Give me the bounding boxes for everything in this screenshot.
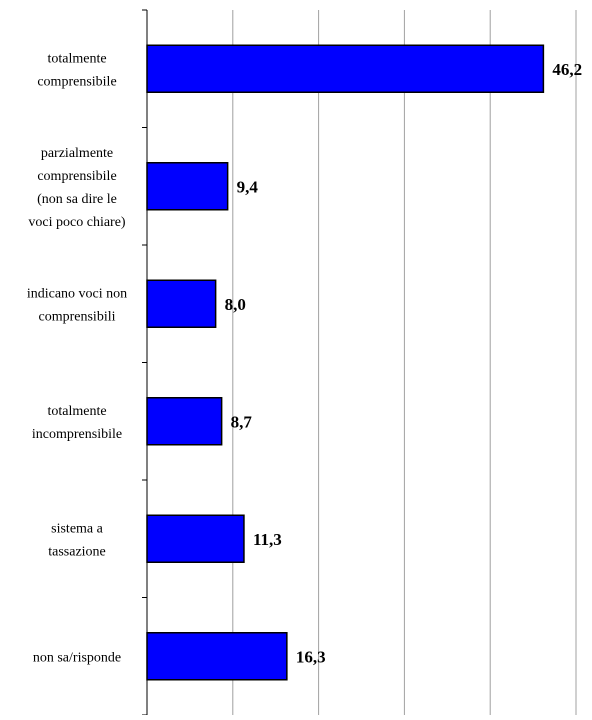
category-label-3: totalmente incomprensibile [32,404,122,442]
category-label-1-line-3: voci poco chiare) [28,215,126,230]
gridlines [232,10,577,715]
value-label-1: 9,4 [237,177,259,196]
category-label-0-line-1: comprensibile [37,74,116,89]
category-label-1-line-1: comprensibile [37,169,116,184]
bar-3 [146,397,223,446]
category-label-0-line-0: totalmente [47,51,106,66]
bar-5 [146,632,288,681]
category-label-0: totalmente comprensibile [37,51,116,89]
category-label-1-line-2: (non sa dire le [37,192,117,207]
category-label-1-line-0: parzialmente [41,146,113,161]
value-label-5: 16,3 [296,647,326,666]
category-label-2-line-1: comprensibili [39,309,116,324]
bar-1 [146,162,229,211]
category-label-4-line-1: tassazione [48,544,106,559]
category-label-3-line-1: incomprensibile [32,427,122,442]
category-label-5-line-0: non sa/risponde [33,650,121,665]
category-axis [142,9,148,716]
bar-0 [146,44,545,93]
category-label-4: sistema a tassazione [48,521,106,559]
category-label-2-line-0: indicano voci non [27,286,127,301]
category-labels: totalmente comprensibile parzialmente compr… [27,51,127,665]
value-label-4: 11,3 [253,530,282,549]
category-label-1: parzialmente comprensibile (non sa dire le… [28,146,126,230]
category-label-4-line-0: sistema a [51,521,103,536]
value-labels: 46,2 9,4 8,0 8,7 11,3 16,3 [225,60,583,667]
bar-2 [146,279,217,328]
category-label-5: non sa/risponde [33,650,121,665]
category-label-3-line-0: totalmente [47,404,106,419]
bar-4 [146,514,245,563]
bars [146,44,545,681]
value-label-0: 46,2 [552,60,582,79]
value-label-2: 8,0 [225,295,246,314]
value-label-3: 8,7 [231,412,253,431]
category-label-2: indicano voci non comprensibili [27,286,127,324]
